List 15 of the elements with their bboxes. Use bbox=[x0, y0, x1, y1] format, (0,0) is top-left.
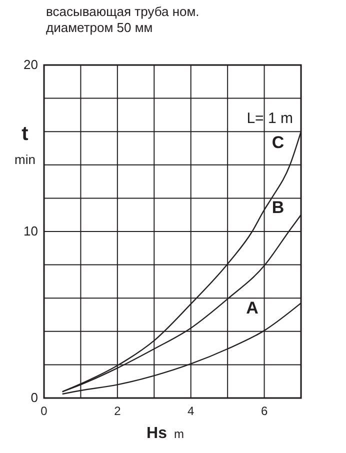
x-tick-label: 4 bbox=[188, 404, 195, 418]
series-label: B bbox=[272, 198, 284, 217]
x-tick-label: 0 bbox=[40, 404, 48, 418]
text: диаметром 50 мм bbox=[46, 20, 153, 35]
y-tick-label: 10 bbox=[24, 224, 38, 238]
x-tick-label: 2 bbox=[114, 404, 122, 418]
x-tick-label: 6 bbox=[260, 404, 268, 418]
y-tick-label: 20 bbox=[24, 57, 38, 72]
text: всасывающая труба ном. bbox=[46, 4, 200, 19]
y-axis-title: t min bbox=[14, 123, 36, 167]
series-label: C bbox=[272, 132, 284, 152]
series-label: A bbox=[246, 298, 258, 318]
annotation: L= 1 m bbox=[246, 110, 293, 127]
x-axis-title: Hs m bbox=[146, 425, 184, 442]
y-tick-label: 0 bbox=[30, 390, 38, 405]
